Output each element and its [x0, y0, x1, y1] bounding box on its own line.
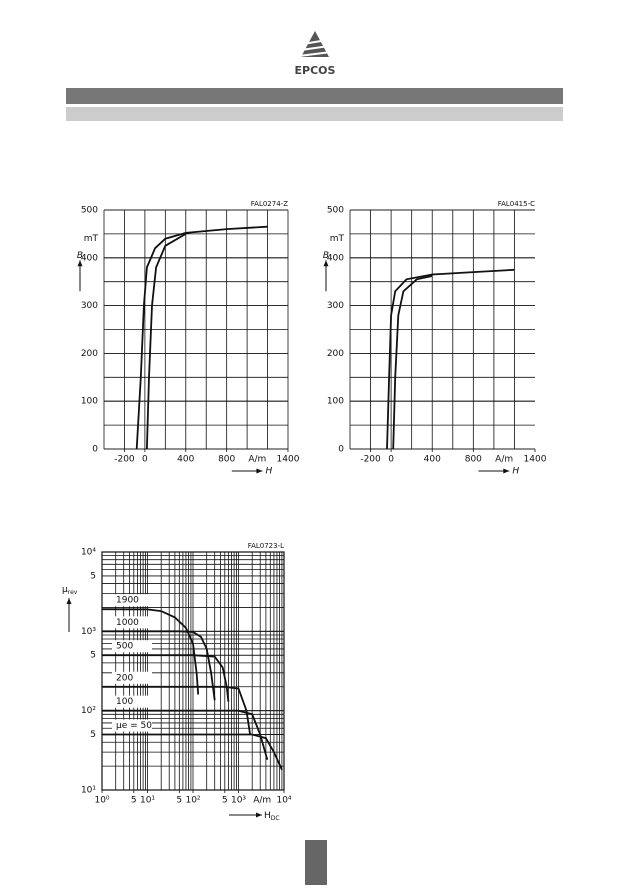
- data-line: [102, 733, 283, 771]
- data-line: [386, 268, 515, 450]
- x-tick-label: 800: [465, 455, 482, 465]
- logo-stripes: [298, 39, 332, 57]
- y-tick-label: 100: [327, 397, 344, 407]
- x-tick-label: 10²: [185, 796, 200, 806]
- axis-arrowhead: [256, 812, 262, 818]
- series-label-bg: [112, 640, 152, 653]
- data-line: [392, 275, 433, 450]
- y-tick-label: 400: [327, 253, 344, 263]
- x-tick-label: 0: [388, 455, 394, 465]
- y-tick-label: 5: [90, 571, 96, 581]
- x-tick-label: -200: [114, 455, 135, 465]
- header-bar: [66, 88, 563, 104]
- series-label: 500: [116, 642, 133, 652]
- x-tick-label: 1400: [277, 455, 300, 465]
- logo: EPCOS: [295, 31, 336, 77]
- page-number-box: [305, 840, 327, 885]
- x-tick-label: 10¹: [140, 796, 155, 806]
- logo-text: EPCOS: [295, 64, 336, 77]
- y-unit: mT: [330, 234, 345, 244]
- y-label: B: [77, 251, 83, 261]
- x-label: H: [512, 467, 519, 477]
- y-tick-label: 5: [90, 651, 96, 661]
- y-tick-label: 10⁴: [81, 548, 96, 558]
- x-unit: A/m: [248, 455, 266, 465]
- y-tick-label: 400: [81, 253, 98, 263]
- y-tick-label: 10¹: [81, 786, 96, 796]
- axis-label: μrev: [62, 585, 78, 596]
- chart-title: FAL0415-C: [498, 200, 535, 208]
- series-label-bg: [112, 594, 152, 607]
- x-tick-label: 5: [131, 796, 137, 806]
- axis-arrowhead: [323, 260, 329, 267]
- subheader-bar: [66, 107, 563, 121]
- y-tick-label: 0: [338, 445, 344, 455]
- data-line: [135, 225, 268, 450]
- axis-label-sub: rev: [68, 589, 78, 596]
- data-line: [102, 685, 251, 735]
- axis-label-sub: DC: [271, 815, 280, 822]
- x-tick-label: 10³: [231, 796, 246, 806]
- axis-arrowhead: [66, 598, 72, 604]
- y-tick-label: 10²: [81, 706, 96, 716]
- chart-title: FAL0723-L: [248, 542, 284, 550]
- x-unit: A/m: [495, 455, 513, 465]
- y-tick-label: 500: [81, 206, 98, 216]
- y-tick-label: 100: [81, 397, 98, 407]
- x-unit: A/m: [253, 796, 271, 806]
- axis-arrowhead: [256, 468, 263, 474]
- y-tick-label: 300: [327, 301, 344, 311]
- axis-arrowhead: [503, 468, 510, 474]
- axis-label: HDC: [264, 811, 280, 822]
- series-label-bg: [112, 719, 152, 732]
- data-line: [101, 608, 200, 695]
- y-tick-label: 500: [327, 206, 344, 216]
- x-tick-label: 800: [218, 455, 235, 465]
- series-label: 200: [116, 673, 133, 683]
- x-tick-label: 10⁴: [276, 796, 291, 806]
- x-tick-label: 5: [222, 796, 228, 806]
- x-tick-label: 5: [176, 796, 182, 806]
- x-tick-label: -200: [360, 455, 381, 465]
- y-tick-label: 10³: [81, 627, 96, 637]
- y-tick-label: 300: [81, 301, 98, 311]
- y-tick-label: 200: [81, 349, 98, 359]
- y-unit: mT: [84, 234, 99, 244]
- x-tick-label: 1400: [524, 455, 547, 465]
- series-label: 1000: [116, 618, 139, 628]
- series-label-bg: [112, 616, 152, 629]
- series-label-bg: [112, 671, 152, 684]
- axis-label-main: H: [264, 811, 271, 821]
- chart-title: FAL0274-Z: [251, 200, 288, 208]
- x-tick-label: 10⁰: [94, 796, 109, 806]
- y-label: B: [323, 251, 329, 261]
- axis-label-main: μ: [62, 585, 68, 595]
- data-line: [102, 630, 216, 701]
- x-tick-label: 400: [177, 455, 194, 465]
- x-tick-label: 0: [142, 455, 148, 465]
- y-tick-label: 200: [327, 349, 344, 359]
- series-label: 1900: [116, 596, 139, 606]
- series-label-bg: [112, 695, 152, 708]
- data-line: [102, 709, 269, 761]
- series-label: 100: [116, 697, 133, 707]
- axis-arrowhead: [77, 260, 83, 267]
- series-label: μe = 50: [116, 721, 152, 731]
- logo-mark: [301, 31, 329, 57]
- x-label: H: [266, 467, 273, 477]
- x-tick-label: 400: [424, 455, 441, 465]
- data-line: [102, 654, 230, 702]
- y-tick-label: 0: [92, 445, 98, 455]
- data-line: [146, 233, 187, 450]
- y-tick-label: 5: [90, 730, 96, 740]
